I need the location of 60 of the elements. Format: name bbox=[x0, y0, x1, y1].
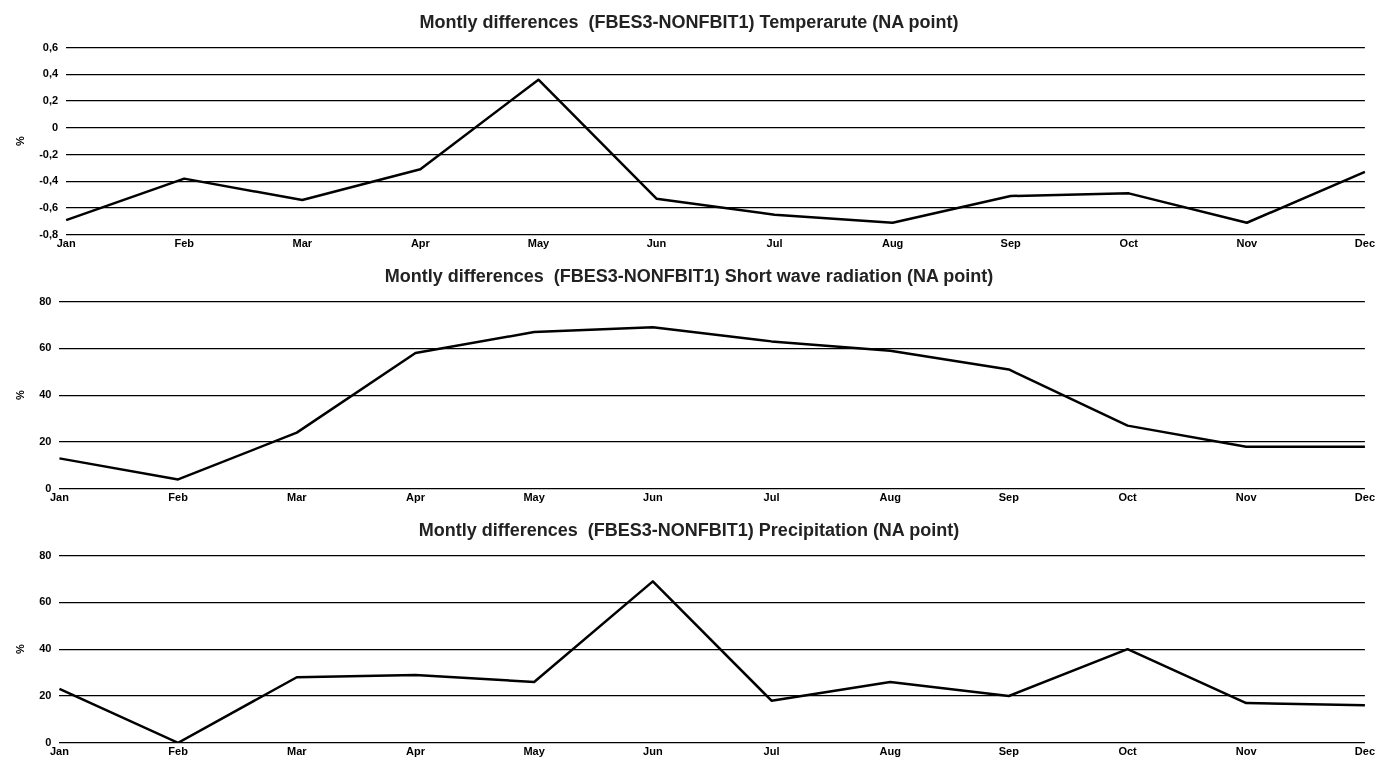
y-tick-label: 0,4 bbox=[42, 67, 60, 80]
x-tick-label: Jun bbox=[643, 491, 663, 504]
y-tick-label: -0,8 bbox=[39, 227, 59, 240]
y-tick-label: 20 bbox=[39, 689, 52, 702]
x-tick-label: Jun bbox=[646, 237, 667, 250]
x-tick-label: Jul bbox=[766, 237, 783, 250]
x-tick-label: Sep bbox=[998, 745, 1020, 758]
x-tick-label: May bbox=[523, 491, 546, 504]
y-tick-label: 80 bbox=[39, 548, 52, 561]
x-tick-label: Mar bbox=[287, 745, 308, 758]
x-tick-label: Jan bbox=[56, 237, 76, 250]
x-tick-label: Dec bbox=[1354, 237, 1375, 250]
x-tick-label: Dec bbox=[1354, 745, 1375, 758]
x-tick-label: Feb bbox=[168, 491, 189, 504]
y-tick-label: 40 bbox=[39, 388, 52, 401]
y-tick-label: -0,2 bbox=[39, 147, 59, 160]
x-tick-label: Jul bbox=[763, 745, 780, 758]
y-tick-label: 0,2 bbox=[42, 94, 59, 107]
x-tick-label: Sep bbox=[1000, 237, 1022, 250]
x-tick-label: Nov bbox=[1235, 745, 1258, 758]
x-tick-label: Apr bbox=[406, 491, 426, 504]
x-tick-label: Apr bbox=[406, 745, 426, 758]
y-axis-title: % bbox=[13, 136, 26, 147]
x-tick-label: Jul bbox=[763, 491, 780, 504]
chart-title: Montly differences (FBES3-NONFBIT1) Temperarute (NA point) bbox=[419, 11, 959, 32]
y-axis-title: % bbox=[13, 390, 26, 401]
x-tick-label: Dec bbox=[1354, 491, 1375, 504]
y-tick-label: 0 bbox=[52, 120, 59, 133]
x-tick-label: Jun bbox=[643, 745, 663, 758]
y-tick-label: 40 bbox=[39, 642, 52, 655]
x-tick-label: Nov bbox=[1236, 237, 1259, 250]
x-tick-label: Jan bbox=[49, 745, 70, 758]
chart-title: Montly differences (FBES3-NONFBIT1) Short wave radiation (NA point) bbox=[384, 265, 994, 286]
x-tick-label: Feb bbox=[168, 745, 189, 758]
x-tick-label: Nov bbox=[1235, 491, 1258, 504]
x-tick-label: Oct bbox=[1118, 491, 1138, 504]
x-tick-label: Mar bbox=[287, 491, 308, 504]
y-tick-label: 60 bbox=[39, 595, 52, 608]
y-tick-label: 0,6 bbox=[42, 40, 59, 53]
y-tick-label: 0 bbox=[45, 735, 52, 748]
y-tick-label: 80 bbox=[39, 294, 52, 307]
x-tick-label: Aug bbox=[879, 745, 901, 758]
x-tick-label: Feb bbox=[174, 237, 195, 250]
y-tick-label: 20 bbox=[39, 435, 52, 448]
x-tick-label: Mar bbox=[292, 237, 313, 250]
y-tick-label: 60 bbox=[39, 341, 52, 354]
x-tick-label: Sep bbox=[998, 491, 1020, 504]
x-tick-label: May bbox=[523, 745, 546, 758]
y-tick-label: 0 bbox=[45, 481, 52, 494]
x-tick-label: Aug bbox=[881, 237, 904, 250]
y-tick-label: -0,4 bbox=[39, 174, 60, 187]
x-tick-label: Oct bbox=[1119, 237, 1139, 250]
y-tick-label: -0,6 bbox=[39, 201, 59, 214]
x-tick-label: May bbox=[527, 237, 551, 250]
x-tick-label: Aug bbox=[879, 491, 901, 504]
x-tick-label: Oct bbox=[1118, 745, 1138, 758]
y-axis-title: % bbox=[13, 644, 26, 655]
x-tick-label: Jan bbox=[49, 491, 70, 504]
chart-title: Montly differences (FBES3-NONFBIT1) Precipitation (NA point) bbox=[418, 519, 960, 540]
x-tick-label: Apr bbox=[410, 237, 431, 250]
